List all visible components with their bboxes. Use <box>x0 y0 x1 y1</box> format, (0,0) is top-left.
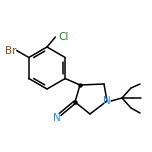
Text: Br: Br <box>5 45 16 55</box>
Text: N: N <box>53 113 61 123</box>
Text: N: N <box>103 96 111 106</box>
Text: Cl: Cl <box>58 32 69 42</box>
